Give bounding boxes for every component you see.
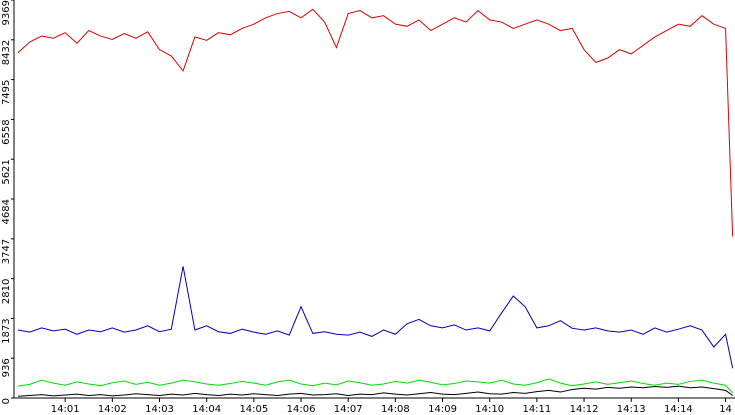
- x-tick-label: 14:07: [334, 404, 363, 415]
- x-tick-label: 14:06: [287, 404, 316, 415]
- series-line: [17, 385, 733, 397]
- y-tick-label: 5621: [1, 159, 12, 184]
- series-line: [17, 8, 734, 237]
- y-tick-label: 9369: [1, 0, 12, 25]
- x-tick-label: 14:05: [239, 404, 268, 415]
- x-tick-label: 14:08: [381, 404, 410, 415]
- x-tick-label: 14:14: [664, 404, 693, 415]
- x-tick-label: 14:12: [570, 404, 599, 415]
- x-tick-label: 14:13: [617, 404, 646, 415]
- x-tick-label: 14:11: [522, 404, 551, 415]
- y-tick-label: 1873: [1, 318, 12, 343]
- x-tick-label: 14:04: [192, 404, 221, 415]
- y-tick-label: 8432: [1, 40, 12, 65]
- series-line: [17, 378, 734, 394]
- y-tick-label: 0: [1, 398, 12, 404]
- x-tick-label: 14:03: [145, 404, 174, 415]
- x-tick-label: 14: [719, 404, 732, 415]
- y-tick-label: 3747: [1, 239, 12, 264]
- x-tick-label: 14:01: [51, 404, 80, 415]
- x-tick-label: 14:09: [428, 404, 457, 415]
- y-tick-label: 936: [1, 358, 12, 377]
- y-tick-label: 4684: [1, 199, 12, 224]
- x-tick-label: 14:10: [475, 404, 504, 415]
- y-tick-label: 7495: [1, 80, 12, 105]
- x-tick-label: 14:02: [98, 404, 127, 415]
- y-tick-label: 2810: [1, 279, 12, 304]
- series-line: [17, 266, 734, 369]
- y-tick-label: 6558: [1, 119, 12, 144]
